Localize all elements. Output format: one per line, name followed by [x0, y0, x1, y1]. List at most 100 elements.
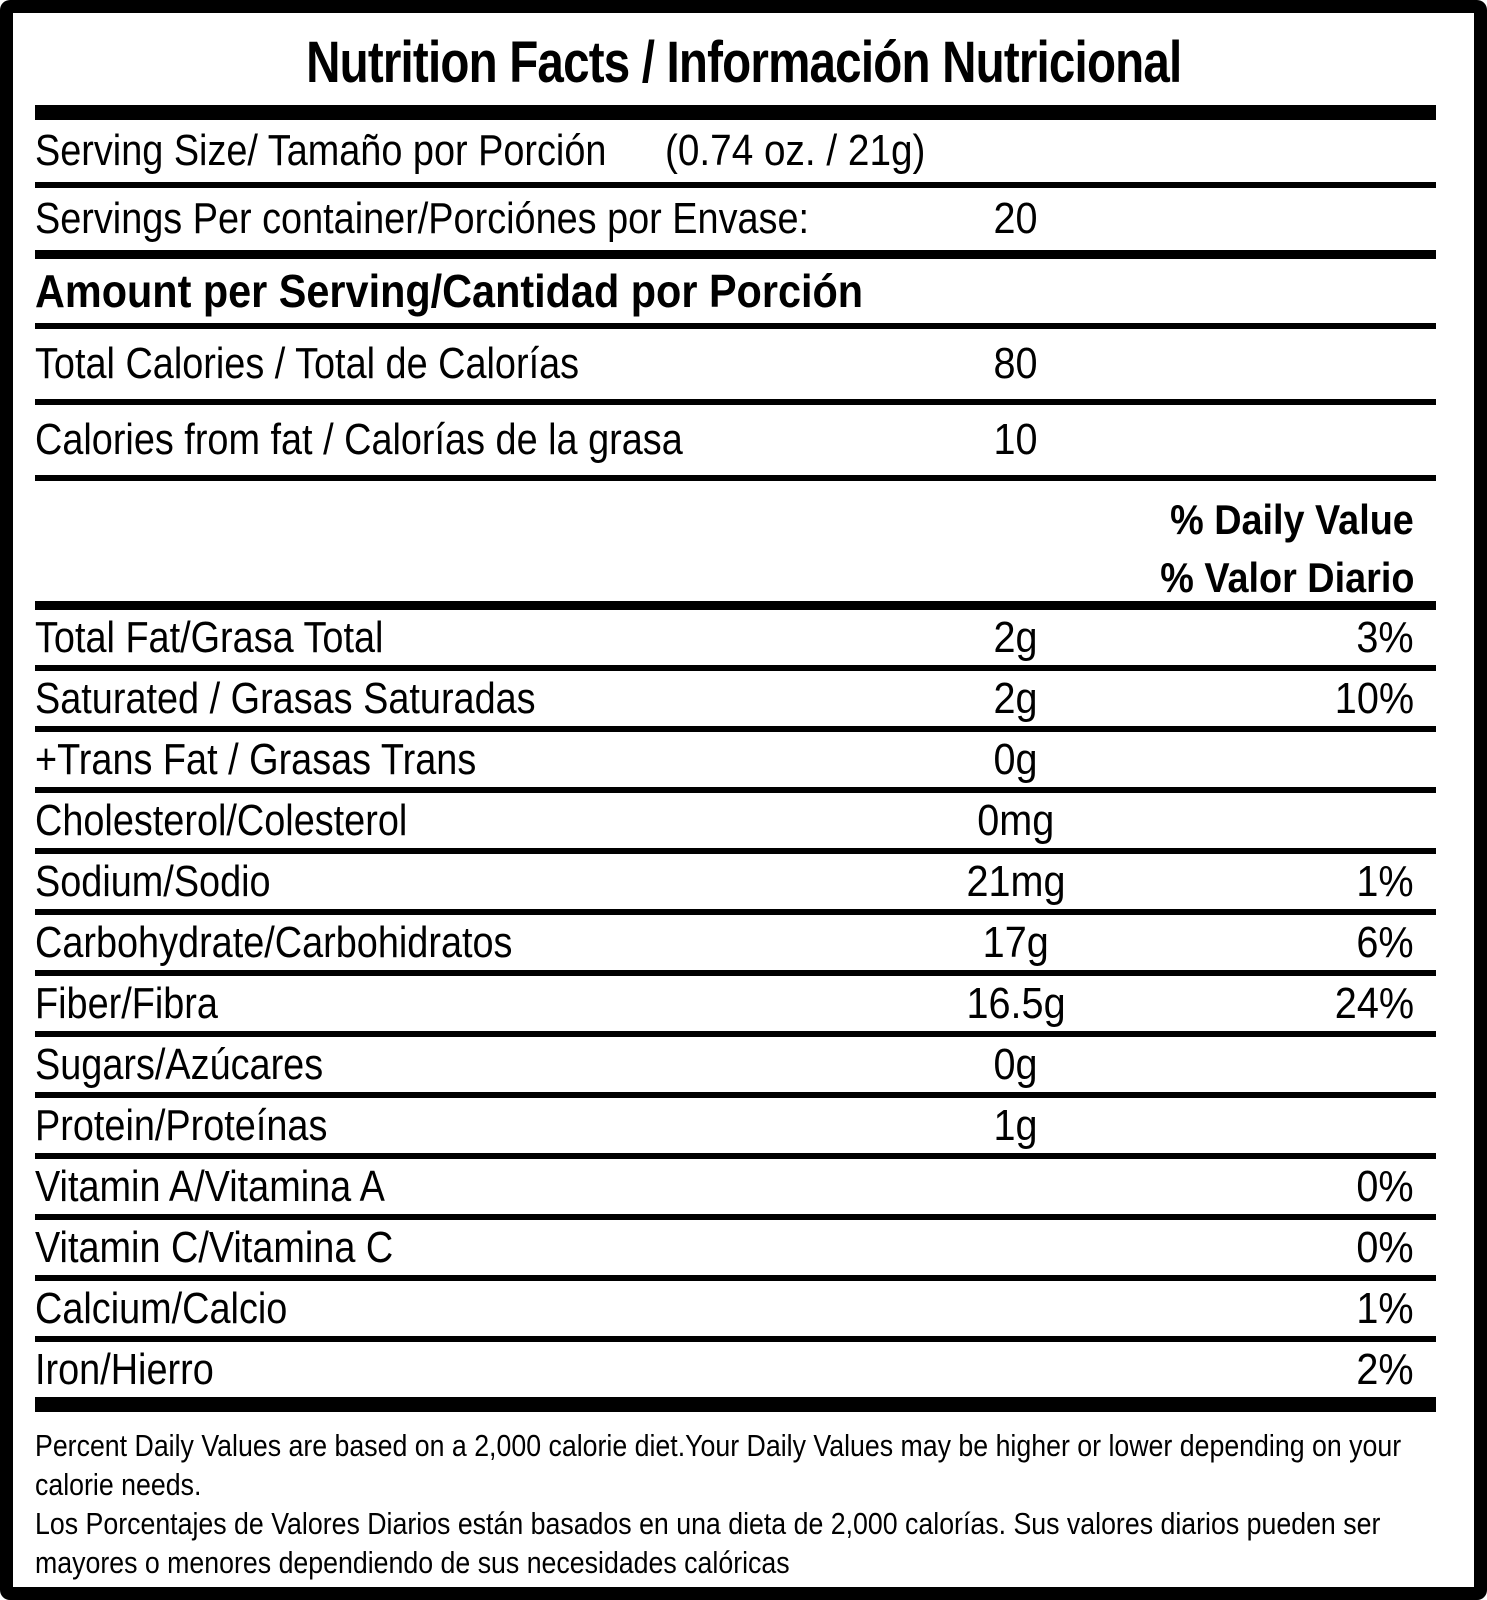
servings-per-container-row: Servings Per container/Porciónes por Env… — [35, 188, 1436, 250]
nutrient-row-label: Calcium/Calcio — [35, 1284, 288, 1333]
nutrient-row-label: Fiber/Fibra — [35, 979, 218, 1028]
nutrient-row-label: Sugars/Azúcares — [35, 1040, 324, 1089]
calorie-row-label: Calories from fat / Calorías de la grasa — [35, 415, 683, 464]
servings-per-container-value-text: 20 — [993, 194, 1038, 243]
nutrient-row: Vitamin C/Vitamina C 0% — [35, 1220, 1436, 1275]
daily-value-header-en-text: % Daily Value — [1170, 496, 1414, 543]
nutrient-row-percent: 1% — [1350, 854, 1414, 909]
nutrient-row-amount-text: 1g — [993, 1101, 1038, 1150]
nutrient-row-percent: 10% — [1326, 671, 1414, 726]
row-separator — [35, 726, 1436, 732]
nutrient-row-amount-text: 2g — [993, 613, 1038, 662]
nutrient-row-label: Cholesterol/Colesterol — [35, 796, 408, 845]
nutrient-row-amount: 17g — [890, 915, 1142, 970]
nutrient-row-percent: 2% — [1350, 1342, 1414, 1397]
section-separator — [35, 601, 1436, 610]
nutrient-row-label: Total Fat/Grasa Total — [35, 613, 384, 662]
row-separator — [35, 970, 1436, 976]
serving-size-value: (0.74 oz. / 21g) — [665, 120, 961, 182]
nutrient-row-amount: 0mg — [890, 793, 1142, 848]
nutrient-row-amount: 0g — [890, 1037, 1142, 1092]
footnote-english: Percent Daily Values are based on a 2,00… — [35, 1428, 1402, 1502]
nutrient-row-percent: 1% — [1350, 1281, 1414, 1336]
calorie-rows: Total Calories / Total de Calorías 80 Calo… — [35, 329, 1436, 481]
row-separator — [35, 1153, 1436, 1159]
row-separator — [35, 323, 1436, 329]
nutrient-row-label: Vitamin A/Vitamina A — [35, 1162, 385, 1211]
nutrient-row: +Trans Fat / Grasas Trans 0g — [35, 732, 1436, 787]
nutrient-row-percent-text: 3% — [1356, 613, 1414, 662]
nutrient-row-percent-text: 1% — [1356, 857, 1414, 906]
daily-value-header-es-text: % Valor Diario — [1159, 554, 1414, 601]
nutrient-row-label: Protein/Proteínas — [35, 1101, 328, 1150]
nutrient-row-percent: 0% — [1350, 1220, 1414, 1275]
nutrient-row-amount: 21mg — [890, 854, 1142, 909]
row-separator — [35, 665, 1436, 671]
serving-size-row: Serving Size/ Tamaño por Porción (0.74 o… — [35, 120, 1436, 182]
row-separator — [35, 399, 1436, 405]
nutrient-row: Total Fat/Grasa Total 2g 3% — [35, 610, 1436, 665]
label-content: Serving Size/ Tamaño por Porción (0.74 o… — [13, 105, 1474, 1582]
daily-value-header-en: % Daily Value — [35, 495, 1414, 545]
header-divider-bar — [35, 105, 1436, 120]
section-separator — [35, 250, 1436, 259]
nutrient-row-amount-text: 16.5g — [966, 979, 1066, 1028]
footnote: Percent Daily Values are based on a 2,00… — [35, 1412, 1436, 1582]
nutrient-row-percent: 3% — [1350, 610, 1414, 665]
nutrient-row-percent-text: 10% — [1334, 674, 1414, 723]
nutrient-row-percent-text: 0% — [1356, 1223, 1414, 1272]
nutrient-row-amount-text: 0mg — [977, 796, 1055, 845]
nutrient-row-amount-text: 2g — [993, 674, 1038, 723]
footnote-spanish: Los Porcentajes de Valores Diarios están… — [35, 1506, 1381, 1580]
nutrient-row: Iron/Hierro 2% — [35, 1342, 1436, 1397]
serving-size-value-text: (0.74 oz. / 21g) — [665, 126, 926, 175]
amount-per-serving-header: Amount per Serving/Cantidad por Porción — [35, 259, 1436, 323]
nutrient-row-percent: 6% — [1350, 915, 1414, 970]
nutrient-row: Vitamin A/Vitamina A 0% — [35, 1159, 1436, 1214]
nutrient-row-percent-text: 1% — [1356, 1284, 1414, 1333]
row-separator — [35, 787, 1436, 793]
nutrient-row-percent: 24% — [1326, 976, 1414, 1031]
nutrient-row-label: Sodium/Sodio — [35, 857, 271, 906]
serving-size-label: Serving Size/ Tamaño por Porción — [35, 126, 607, 175]
calorie-row: Total Calories / Total de Calorías 80 — [35, 329, 1436, 399]
calorie-row-label: Total Calories / Total de Calorías — [35, 339, 580, 388]
row-separator — [35, 848, 1436, 854]
nutrient-row-label: Vitamin C/Vitamina C — [35, 1223, 394, 1272]
label-header: Nutrition Facts / Información Nutriciona… — [13, 13, 1474, 105]
nutrient-row-label: Carbohydrate/Carbohidratos — [35, 918, 513, 967]
nutrient-row-label: Saturated / Grasas Saturadas — [35, 674, 536, 723]
servings-per-container-value: 20 — [890, 188, 1142, 250]
nutrient-row-amount: 16.5g — [890, 976, 1142, 1031]
nutrient-row: Sodium/Sodio 21mg 1% — [35, 854, 1436, 909]
nutrient-row: Fiber/Fibra 16.5g 24% — [35, 976, 1436, 1031]
nutrient-row-percent-text: 0% — [1356, 1162, 1414, 1211]
nutrient-row-percent: 0% — [1350, 1159, 1414, 1214]
row-separator — [35, 1092, 1436, 1098]
nutrient-row: Carbohydrate/Carbohidratos 17g 6% — [35, 915, 1436, 970]
servings-per-container-label: Servings Per container/Porciónes por Env… — [35, 194, 810, 243]
nutrient-row-amount: 1g — [890, 1098, 1142, 1153]
nutrient-row-label: +Trans Fat / Grasas Trans — [35, 735, 477, 784]
calorie-row-amount: 10 — [890, 405, 1142, 475]
nutrient-row-amount-text: 0g — [993, 1040, 1038, 1089]
nutrient-row-amount-text: 0g — [993, 735, 1038, 784]
calorie-row-amount-text: 80 — [993, 339, 1038, 388]
calorie-row: Calories from fat / Calorías de la grasa… — [35, 405, 1436, 475]
amount-per-serving-header-text: Amount per Serving/Cantidad por Porción — [35, 265, 864, 317]
nutrient-row: Sugars/Azúcares 0g — [35, 1037, 1436, 1092]
nutrient-row-percent-text: 2% — [1356, 1345, 1414, 1394]
row-separator — [35, 909, 1436, 915]
row-separator — [35, 1031, 1436, 1037]
nutrient-row-amount-text: 21mg — [966, 857, 1066, 906]
row-separator — [35, 182, 1436, 188]
row-separator — [35, 475, 1436, 481]
nutrient-row-amount: 2g — [890, 671, 1142, 726]
footnote-divider-bar — [35, 1397, 1436, 1412]
nutrient-row-amount-text: 17g — [982, 918, 1049, 967]
label-title: Nutrition Facts / Información Nutriciona… — [305, 30, 1182, 95]
nutrient-row: Protein/Proteínas 1g — [35, 1098, 1436, 1153]
daily-value-header: % Daily Value % Valor Diario — [35, 481, 1436, 601]
nutrient-row: Cholesterol/Colesterol 0mg — [35, 793, 1436, 848]
nutrient-row-percent-text: 24% — [1334, 979, 1414, 1028]
